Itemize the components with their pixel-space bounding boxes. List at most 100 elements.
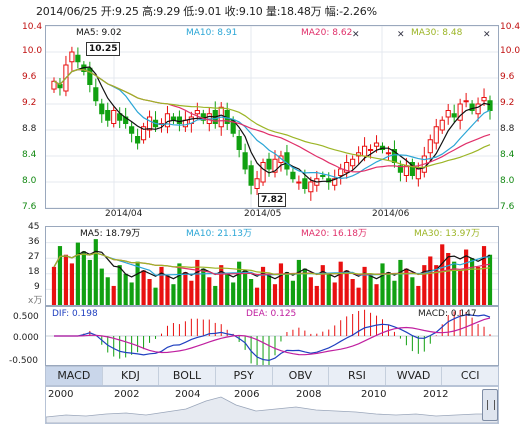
volume-bar [464, 249, 469, 305]
price-y-tick-right: 10.0 [500, 46, 521, 56]
macd-y-tick: 0.000 [13, 333, 39, 343]
volume-bar [332, 282, 337, 305]
volume-bar [428, 256, 433, 305]
candle-body [284, 152, 290, 170]
tab-boll[interactable]: BOLL [159, 367, 216, 385]
vol-ma5-label: MA5: 18.79万 [80, 229, 141, 239]
candle-body [475, 103, 481, 115]
volume-bar [368, 275, 373, 305]
timeline-sparkline [46, 396, 498, 423]
candle-body [87, 67, 93, 85]
tab-rsi[interactable]: RSI [329, 367, 386, 385]
volume-bar [458, 270, 463, 305]
volume-bar [225, 273, 230, 305]
volume-bar [260, 266, 266, 305]
price-y-tick-right: 10.4 [500, 22, 521, 32]
candle-body [75, 54, 81, 63]
volume-bar [254, 287, 260, 305]
quote-high: 高:9.29 [142, 5, 180, 18]
candle-body [260, 162, 266, 183]
volume-bar [314, 285, 319, 305]
candle-body [272, 158, 278, 173]
tab-macd[interactable]: MACD [46, 367, 103, 385]
ma5-line [53, 66, 491, 183]
vol-ma20-label: MA20: 16.18万 [301, 229, 368, 239]
ma30-label: MA30: 8.48 [411, 28, 463, 38]
ma10-label: MA10: 8.91 [186, 28, 238, 38]
candle-body [367, 149, 374, 151]
volume-bar [69, 263, 74, 305]
ma5-label: MA5: 9.02 [76, 28, 122, 38]
candle-body [373, 142, 380, 147]
volume-bar [51, 266, 57, 305]
volume-bar [350, 279, 355, 305]
quote-date: 2014/06/25 [36, 5, 98, 18]
vol-y-tick: 27 [28, 252, 40, 262]
vol-ma30-label: MA30: 13.97万 [414, 229, 481, 239]
vol-y-tick: 45 [28, 222, 40, 232]
vol-unit-label: x万 [28, 296, 43, 306]
volume-bar [338, 261, 343, 305]
candle-body [481, 97, 487, 102]
quote-header: 2014/06/25 开:9.25 高:9.29 低:9.01 收:9.10 量… [36, 3, 377, 19]
tab-obv[interactable]: OBV [273, 367, 330, 385]
candle-body [93, 87, 99, 102]
vol-y-tick: 9 [34, 282, 40, 292]
volume-bar [111, 285, 116, 305]
tab-wvad[interactable]: WVAD [386, 367, 443, 385]
price-y-tick-left: 9.2 [22, 98, 37, 108]
price-y-tick-left: 9.6 [22, 72, 37, 82]
volume-bar [81, 251, 86, 305]
macd-label: MACD: 0.147 [418, 309, 477, 319]
volume-bar [470, 258, 475, 305]
price-y-tick-left: 10.4 [22, 22, 43, 32]
volume-bar [380, 263, 385, 305]
volume-bar [266, 275, 272, 305]
volume-bar [410, 277, 415, 305]
timeline-scrubber[interactable]: 2000 2002 2004 2006 2008 2010 2012 [45, 386, 499, 424]
volume-bar [135, 261, 140, 305]
volume-bar [249, 279, 254, 305]
candle-body [111, 110, 117, 124]
candle-body [451, 113, 457, 118]
volume-bar [374, 284, 379, 305]
volume-bar [105, 277, 110, 305]
event-marker-icon: ✕ [397, 30, 405, 40]
volume-bar [290, 280, 295, 305]
quote-low: 低:9.01 [183, 5, 222, 18]
volume-bar [440, 244, 445, 305]
volume-bar [344, 270, 349, 305]
price-y-tick-left: 7.6 [22, 202, 37, 212]
candle-body [487, 100, 493, 111]
volume-bar [446, 253, 451, 305]
x-tick-may: 2014/05 [244, 209, 282, 219]
volume-panel[interactable]: MA5: 18.79万 MA10: 21.13万 MA20: 16.18万 MA… [45, 226, 499, 306]
volume-bar [183, 272, 188, 305]
candle-body [105, 110, 111, 121]
volume-bar [284, 272, 290, 305]
macd-y-tick: -0.500 [9, 356, 39, 366]
volume-bar [398, 259, 403, 305]
price-panel[interactable]: ✕ ✕ ✕ MA5: 9.02 MA10: 8.91 MA20: 8.62 MA30… [45, 25, 499, 209]
dea-line [54, 317, 491, 356]
tab-psy[interactable]: PSY [216, 367, 273, 385]
price-y-tick-left: 10.0 [22, 46, 43, 56]
volume-bar [147, 279, 152, 305]
x-tick-apr: 2014/04 [105, 209, 143, 219]
tab-cci[interactable]: CCI [460, 369, 480, 382]
candle-body [391, 149, 398, 163]
timeline-handle[interactable] [482, 389, 498, 421]
vol-y-tick: 36 [28, 237, 40, 247]
volume-bar [487, 254, 493, 305]
ma10-line [53, 68, 491, 180]
macd-panel[interactable]: DIF: 0.198 DEA: 0.125 MACD: 0.147 [45, 306, 499, 366]
volume-bar [278, 263, 284, 305]
candle-body [164, 113, 171, 128]
volume-bar [231, 282, 236, 305]
vol-ma10-label: MA10: 21.13万 [186, 229, 253, 239]
candle-body [385, 152, 392, 155]
price-y-tick-right: 8.4 [500, 150, 515, 160]
tab-kdj[interactable]: KDJ [103, 367, 160, 385]
event-marker-icon: ✕ [483, 30, 491, 40]
volume-bar [159, 266, 164, 305]
